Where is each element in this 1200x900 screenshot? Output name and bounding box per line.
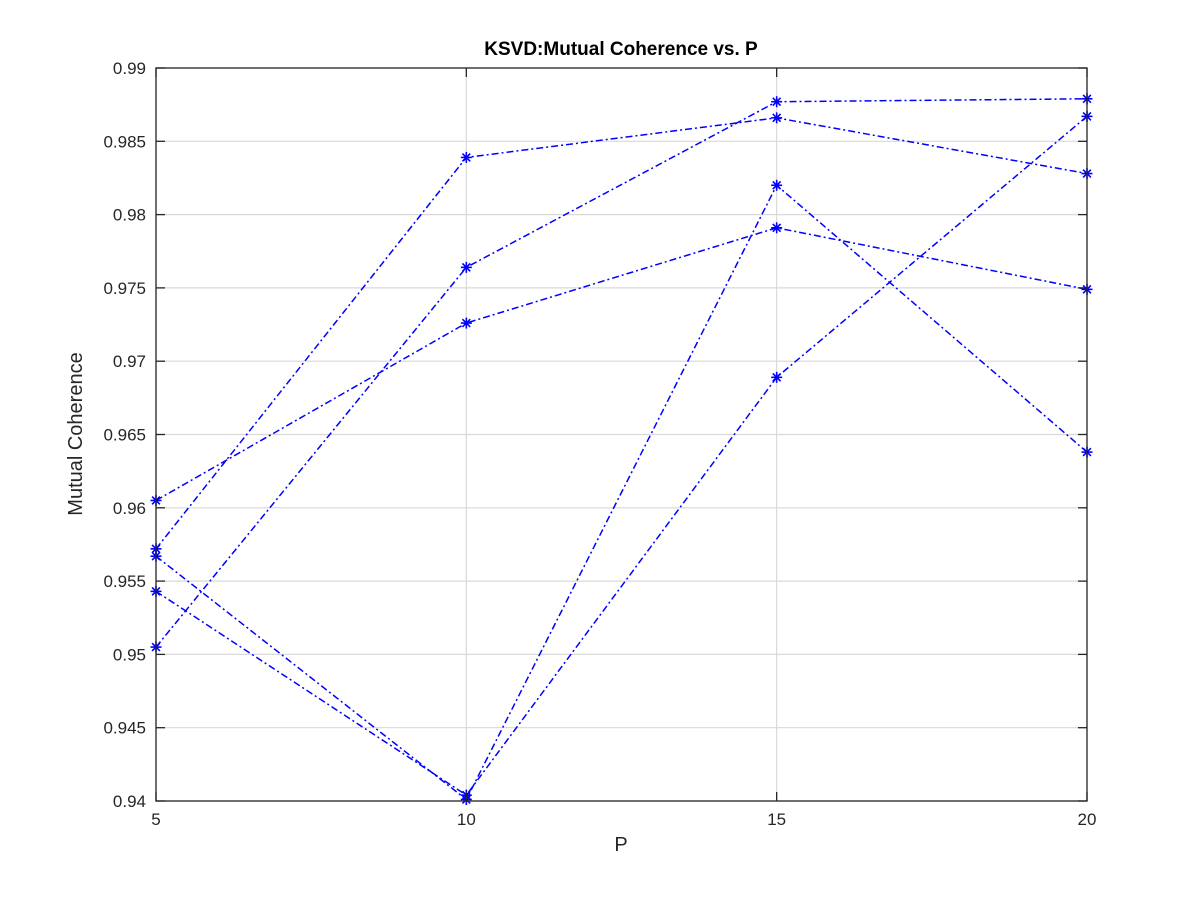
y-tick-label: 0.965 bbox=[103, 426, 146, 445]
data-point-marker bbox=[771, 112, 783, 124]
data-point-marker bbox=[771, 222, 783, 234]
series-line bbox=[155, 115, 1088, 797]
x-tick-label: 5 bbox=[151, 810, 160, 829]
plot-series bbox=[150, 93, 1093, 806]
tick-labels: 5 10 15 20 0.94 0.945 0.95 0.955 0.96 0.965 0.97 0.… bbox=[103, 59, 1096, 829]
data-point-marker bbox=[460, 261, 472, 273]
y-tick-label: 0.94 bbox=[113, 792, 146, 811]
data-point-marker bbox=[460, 317, 472, 329]
y-tick-label: 0.95 bbox=[113, 645, 146, 664]
y-tick-label: 0.945 bbox=[103, 719, 146, 738]
series-4 bbox=[150, 179, 1093, 806]
series-line bbox=[155, 227, 1088, 502]
data-point-marker bbox=[771, 179, 783, 191]
y-tick-label: 0.97 bbox=[113, 352, 146, 371]
series-line bbox=[155, 184, 1088, 801]
y-tick-label: 0.985 bbox=[103, 132, 146, 151]
y-tick-label: 0.975 bbox=[103, 279, 146, 298]
x-tick-label: 15 bbox=[767, 810, 786, 829]
x-axis-label: P bbox=[614, 834, 627, 856]
series-line bbox=[155, 117, 1088, 550]
y-axis-label: Mutual Coherence bbox=[65, 352, 87, 515]
axis-ticks bbox=[155, 67, 1088, 802]
x-tick-label: 20 bbox=[1078, 810, 1097, 829]
y-tick-label: 0.99 bbox=[113, 59, 146, 78]
data-point-marker bbox=[460, 151, 472, 163]
y-tick-label: 0.96 bbox=[113, 499, 146, 518]
data-point-marker bbox=[771, 371, 783, 383]
x-tick-label: 10 bbox=[457, 810, 476, 829]
data-point-marker bbox=[771, 96, 783, 108]
y-tick-label: 0.98 bbox=[113, 206, 146, 225]
chart-title: KSVD:Mutual Coherence vs. P bbox=[484, 39, 758, 60]
y-tick-label: 0.955 bbox=[103, 572, 146, 591]
series-line bbox=[155, 98, 1088, 648]
